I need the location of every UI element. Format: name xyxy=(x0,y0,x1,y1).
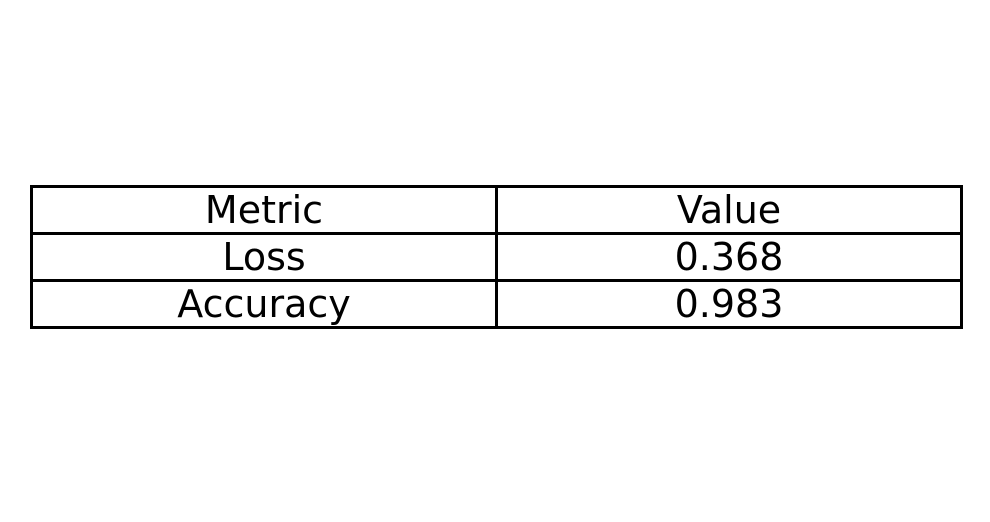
metric-name-cell: Accuracy xyxy=(30,279,498,329)
metric-value-cell: 0.368 xyxy=(495,232,963,282)
table-row: Loss 0.368 xyxy=(30,232,963,282)
metric-name-cell: Loss xyxy=(30,232,498,282)
header-cell-metric: Metric xyxy=(30,185,498,235)
metrics-table: Metric Value Loss 0.368 Accuracy 0.983 xyxy=(30,185,963,329)
table-row: Accuracy 0.983 xyxy=(30,279,963,329)
table-header-row: Metric Value xyxy=(30,185,963,235)
header-cell-value: Value xyxy=(495,185,963,235)
metric-value-cell: 0.983 xyxy=(495,279,963,329)
